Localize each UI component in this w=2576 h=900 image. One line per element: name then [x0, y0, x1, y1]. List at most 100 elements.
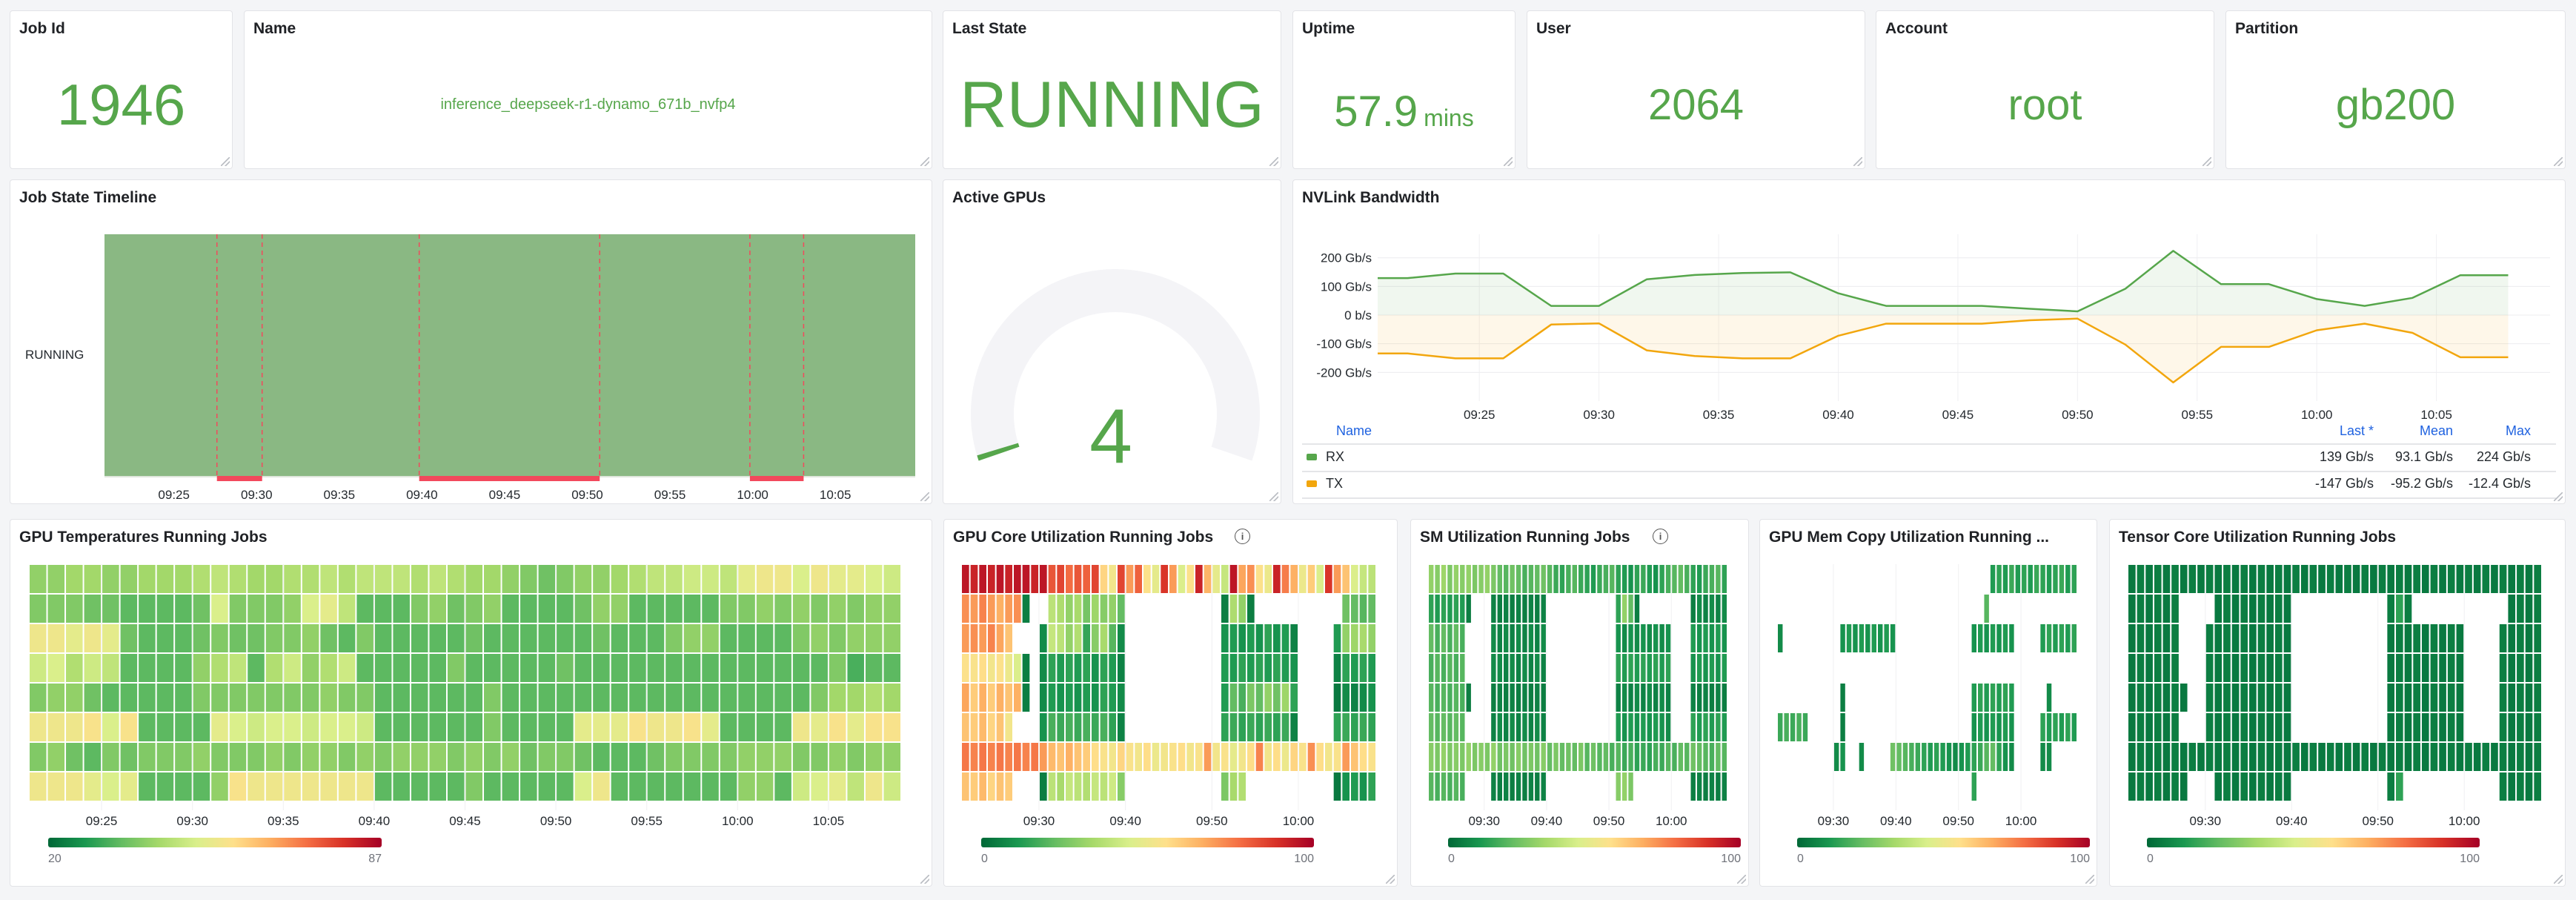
heatmap-cell — [1628, 743, 1633, 771]
panel-title[interactable]: Last State — [952, 20, 1027, 37]
x-tick-label: 09:35 — [268, 814, 299, 828]
resize-handle[interactable] — [1269, 492, 1278, 501]
heatmap-cell — [996, 713, 1004, 741]
panel-title[interactable]: GPU Mem Copy Utilization Running ... — [1769, 529, 2049, 546]
heatmap-cell — [962, 713, 969, 741]
legend-header-mean[interactable]: Mean — [2419, 423, 2453, 438]
heatmap-cell — [996, 624, 1004, 652]
heatmap-cell — [1453, 595, 1459, 623]
info-icon[interactable]: i — [1653, 529, 1668, 544]
heatmap-cell — [1100, 595, 1108, 623]
heatmap-cell — [120, 684, 138, 712]
heatmap-cell — [2292, 565, 2300, 593]
heatmap-cell — [1152, 565, 1160, 593]
heatmap-cell — [1453, 713, 1459, 741]
resize-handle[interactable] — [1269, 157, 1278, 166]
legend-header-name[interactable]: Name — [1336, 423, 1372, 438]
resize-handle[interactable] — [2554, 875, 2563, 884]
heatmap-cell — [1572, 565, 1577, 593]
heatmap-cell — [1441, 595, 1447, 623]
heatmap-cell — [139, 743, 156, 771]
gpu-core-utilization-heatmap: 09:30 09:40 09:50 10:00 0 100 — [962, 564, 1375, 865]
heatmap-cell — [988, 743, 995, 771]
legend-series-name[interactable]: TX — [1326, 476, 1344, 491]
heatmap-cell — [1909, 743, 1914, 771]
color-scale-min: 0 — [1797, 853, 1804, 865]
resize-handle[interactable] — [1737, 875, 1746, 884]
legend-series-name[interactable]: RX — [1326, 449, 1345, 464]
heatmap-cell — [2046, 713, 2052, 741]
panel-title[interactable]: Uptime — [1302, 20, 1355, 37]
heatmap-cell — [2396, 772, 2403, 801]
heatmap-cell — [1195, 565, 1203, 593]
heatmap-cell — [2071, 565, 2077, 593]
panel-title[interactable]: NVLink Bandwidth — [1302, 189, 1440, 206]
resize-handle[interactable] — [920, 157, 929, 166]
heatmap-cell — [2387, 595, 2395, 623]
panel-title[interactable]: Job State Timeline — [19, 189, 157, 206]
resize-handle[interactable] — [2554, 157, 2563, 166]
heatmap-cell — [611, 684, 628, 712]
legend-header-last[interactable]: Last * — [2339, 423, 2374, 438]
resize-handle[interactable] — [2085, 875, 2094, 884]
resize-handle[interactable] — [221, 157, 230, 166]
heatmap-cell — [2421, 743, 2429, 771]
panel-title[interactable]: Active GPUs — [952, 189, 1046, 206]
panel-title[interactable]: Job Id — [19, 20, 65, 37]
heatmap-cell — [2266, 565, 2274, 593]
heatmap-cell — [1659, 713, 1664, 741]
heatmap-cell — [1441, 565, 1447, 593]
resize-handle[interactable] — [1853, 157, 1862, 166]
heatmap-cell — [1359, 743, 1367, 771]
heatmap-cell — [996, 772, 1004, 801]
panel-title[interactable]: Name — [253, 20, 296, 37]
heatmap-cell — [465, 595, 483, 623]
resize-handle[interactable] — [920, 875, 929, 884]
heatmap-cell — [756, 772, 774, 801]
heatmap-cell — [1653, 684, 1659, 712]
resize-handle[interactable] — [2554, 492, 2563, 501]
heatmap-cell — [320, 772, 337, 801]
panel-title[interactable]: SM Utilization Running Jobs — [1420, 529, 1630, 546]
resize-handle[interactable] — [1386, 875, 1395, 884]
panel-title[interactable]: User — [1536, 20, 1571, 37]
heatmap-cell — [1491, 684, 1496, 712]
heatmap-cell — [156, 654, 174, 682]
legend-divider — [1302, 497, 2556, 499]
panel-title[interactable]: GPU Core Utilization Running Jobs — [953, 529, 1214, 546]
heatmap-cell — [1161, 743, 1168, 771]
resize-handle[interactable] — [1504, 157, 1513, 166]
heatmap-cell — [1066, 743, 1073, 771]
heatmap-cell — [502, 654, 519, 682]
heatmap-cell — [248, 654, 265, 682]
heatmap-cell — [1368, 654, 1375, 682]
heatmap-cell — [1083, 684, 1090, 712]
heatmap-cell — [1118, 713, 1125, 741]
heatmap-cell — [1229, 713, 1238, 741]
heatmap-cell — [429, 743, 446, 771]
heatmap-cell — [2171, 654, 2179, 682]
panel-title[interactable]: Partition — [2235, 20, 2299, 37]
heatmap-cell — [1229, 595, 1238, 623]
panel-title[interactable]: Account — [1885, 20, 1948, 37]
heatmap-cell — [1902, 743, 1908, 771]
info-icon[interactable]: i — [1235, 529, 1250, 544]
heatmap-cell — [2249, 743, 2257, 771]
heatmap-cell — [988, 772, 995, 801]
heatmap-cell — [2517, 684, 2524, 712]
x-tick-label: 09:25 — [1464, 408, 1496, 422]
legend-header-max[interactable]: Max — [2505, 423, 2531, 438]
resize-handle[interactable] — [920, 492, 929, 501]
heatmap-cell — [2145, 713, 2153, 741]
panel-title[interactable]: GPU Temperatures Running Jobs — [19, 529, 268, 546]
heatmap-cell — [1066, 772, 1073, 801]
resize-handle[interactable] — [2202, 157, 2211, 166]
heatmap-cell — [683, 743, 701, 771]
heatmap-cell — [970, 743, 978, 771]
heatmap-cell — [979, 624, 986, 652]
heatmap-cell — [970, 654, 978, 682]
heatmap-cell — [175, 624, 192, 652]
panel-title[interactable]: Tensor Core Utilization Running Jobs — [2119, 529, 2397, 546]
heatmap-cell — [2344, 565, 2351, 593]
series-line-rx — [1378, 250, 2509, 313]
